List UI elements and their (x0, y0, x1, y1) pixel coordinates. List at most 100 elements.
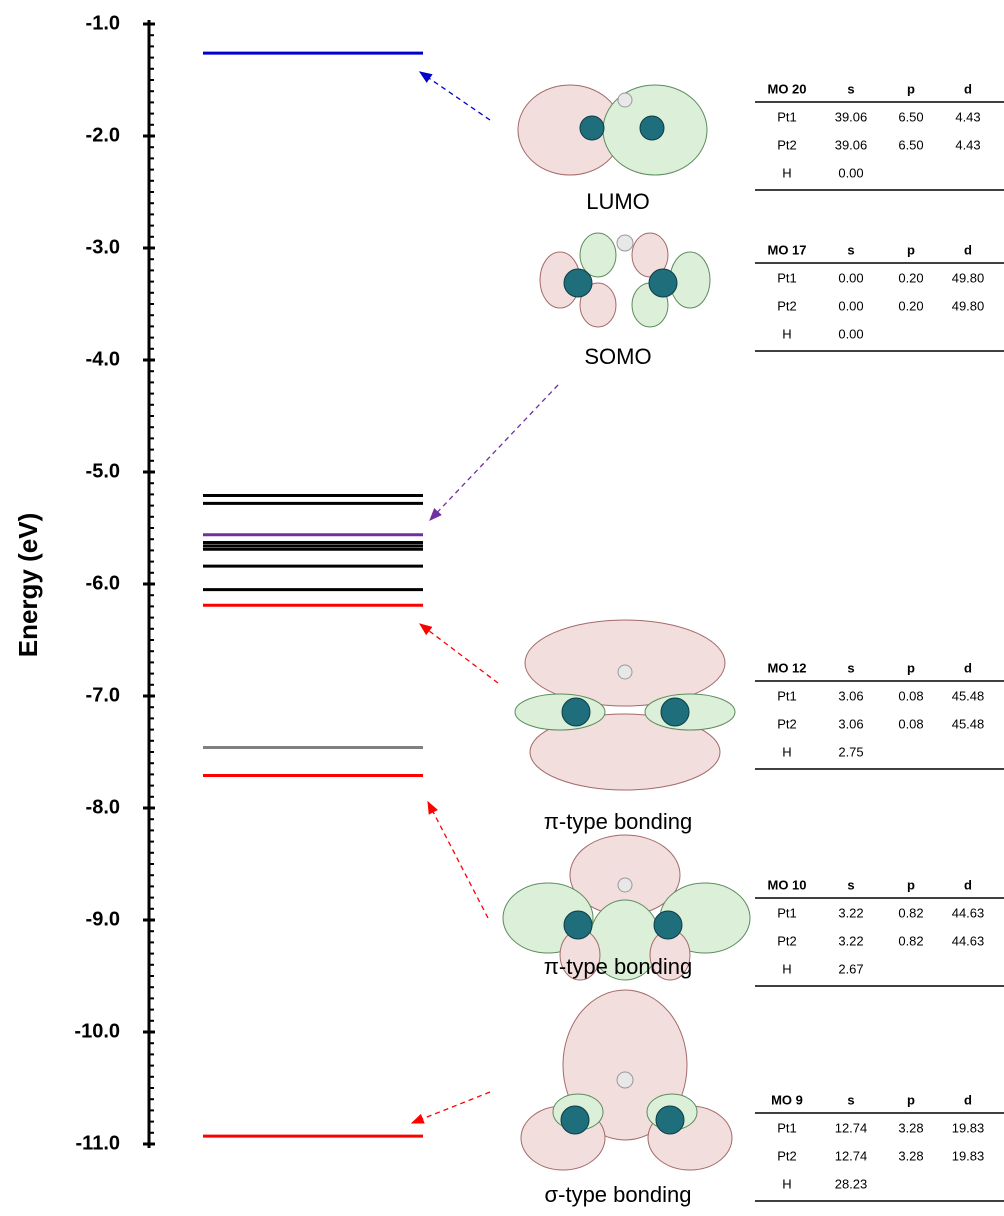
y-tick-label: -10.0 (74, 1020, 120, 1042)
table-cell: Pt2 (777, 137, 797, 152)
table-cell: Pt2 (777, 716, 797, 731)
table-cell: 44.63 (952, 905, 985, 920)
table-header: s (847, 660, 854, 675)
y-tick-label: -7.0 (86, 684, 120, 706)
orbital-label: σ-type bonding (545, 1182, 692, 1207)
lobe (661, 698, 689, 726)
table-header: d (964, 81, 972, 96)
table-header: d (964, 660, 972, 675)
lobe (561, 1106, 589, 1134)
table-cell: 4.43 (955, 137, 980, 152)
table-cell: Pt1 (777, 905, 797, 920)
table-header: p (907, 877, 915, 892)
table-cell: H (782, 744, 791, 759)
lobe (618, 878, 632, 892)
y-tick-label: -2.0 (86, 124, 120, 146)
table-header: MO 17 (767, 242, 806, 257)
orbital-picture (515, 620, 735, 790)
lobe (656, 1106, 684, 1134)
y-tick-label: -3.0 (86, 236, 120, 258)
y-tick-label: -5.0 (86, 460, 120, 482)
table-cell: 0.00 (838, 298, 863, 313)
lobe (645, 694, 735, 730)
y-tick-label: -9.0 (86, 908, 120, 930)
table-header: MO 10 (767, 877, 806, 892)
table-cell: 0.00 (838, 165, 863, 180)
y-axis-title: Energy (eV) (13, 513, 43, 658)
lobe (564, 911, 592, 939)
lobe (580, 116, 604, 140)
orbital-label: π-type bonding (544, 954, 693, 979)
table-cell: 45.48 (952, 716, 985, 731)
table-header: s (847, 877, 854, 892)
table-cell: 2.75 (838, 744, 863, 759)
orbital-picture (540, 233, 710, 327)
lobe (654, 911, 682, 939)
table-cell: 3.22 (838, 905, 863, 920)
orbital-label: LUMO (586, 189, 650, 214)
lobe (564, 269, 592, 297)
table-cell: 39.06 (835, 109, 868, 124)
table-header: s (847, 242, 854, 257)
table-cell: 2.67 (838, 961, 863, 976)
table-cell: 19.83 (952, 1120, 985, 1135)
table-cell: Pt2 (777, 933, 797, 948)
arrow (430, 385, 558, 520)
orbital-picture (518, 85, 707, 175)
table-cell: 3.28 (898, 1148, 923, 1163)
table-cell: 0.00 (838, 326, 863, 341)
table-cell: 28.23 (835, 1176, 868, 1191)
table-cell: Pt2 (777, 1148, 797, 1163)
table-cell: H (782, 165, 791, 180)
table-cell: Pt2 (777, 298, 797, 313)
table-cell: 49.80 (952, 270, 985, 285)
table-cell: 3.06 (838, 716, 863, 731)
table-cell: 45.48 (952, 688, 985, 703)
table-cell: Pt1 (777, 270, 797, 285)
table-cell: 19.83 (952, 1148, 985, 1163)
table-cell: H (782, 961, 791, 976)
table-cell: 4.43 (955, 109, 980, 124)
table-cell: 3.22 (838, 933, 863, 948)
table-header: MO 12 (767, 660, 806, 675)
lobe (617, 235, 633, 251)
arrow (420, 624, 498, 683)
table-cell: 6.50 (898, 109, 923, 124)
arrows (412, 72, 558, 1123)
table-header: MO 9 (771, 1092, 803, 1107)
arrow (412, 1092, 490, 1123)
table-cell: 0.08 (898, 716, 923, 731)
lobe (640, 116, 664, 140)
table-cell: 0.20 (898, 298, 923, 313)
y-tick-label: -6.0 (86, 572, 120, 594)
table-header: p (907, 1092, 915, 1107)
table-cell: 49.80 (952, 298, 985, 313)
lobe (525, 620, 725, 706)
table-header: d (964, 877, 972, 892)
table-cell: 0.08 (898, 688, 923, 703)
orbital-picture (521, 990, 732, 1170)
table-header: s (847, 1092, 854, 1107)
lobe (618, 93, 632, 107)
table-cell: 39.06 (835, 137, 868, 152)
table-cell: 0.82 (898, 933, 923, 948)
orbital-label: SOMO (584, 344, 651, 369)
table-cell: 12.74 (835, 1148, 868, 1163)
lobe (618, 665, 632, 679)
lobe (562, 698, 590, 726)
table-header: d (964, 242, 972, 257)
table-cell: 0.20 (898, 270, 923, 285)
table-cell: 3.28 (898, 1120, 923, 1135)
page: Energy (eV) -1.0-2.0-3.0-4.0-5.0-6.0-7.0… (0, 0, 1004, 1216)
table-header: p (907, 660, 915, 675)
table-cell: H (782, 326, 791, 341)
lobe (649, 269, 677, 297)
table-header: p (907, 242, 915, 257)
table-header: s (847, 81, 854, 96)
table-cell: 44.63 (952, 933, 985, 948)
table-cell: H (782, 1176, 791, 1191)
arrow (428, 802, 488, 918)
table-cell: Pt1 (777, 688, 797, 703)
table-cell: 6.50 (898, 137, 923, 152)
table-header: MO 20 (767, 81, 806, 96)
